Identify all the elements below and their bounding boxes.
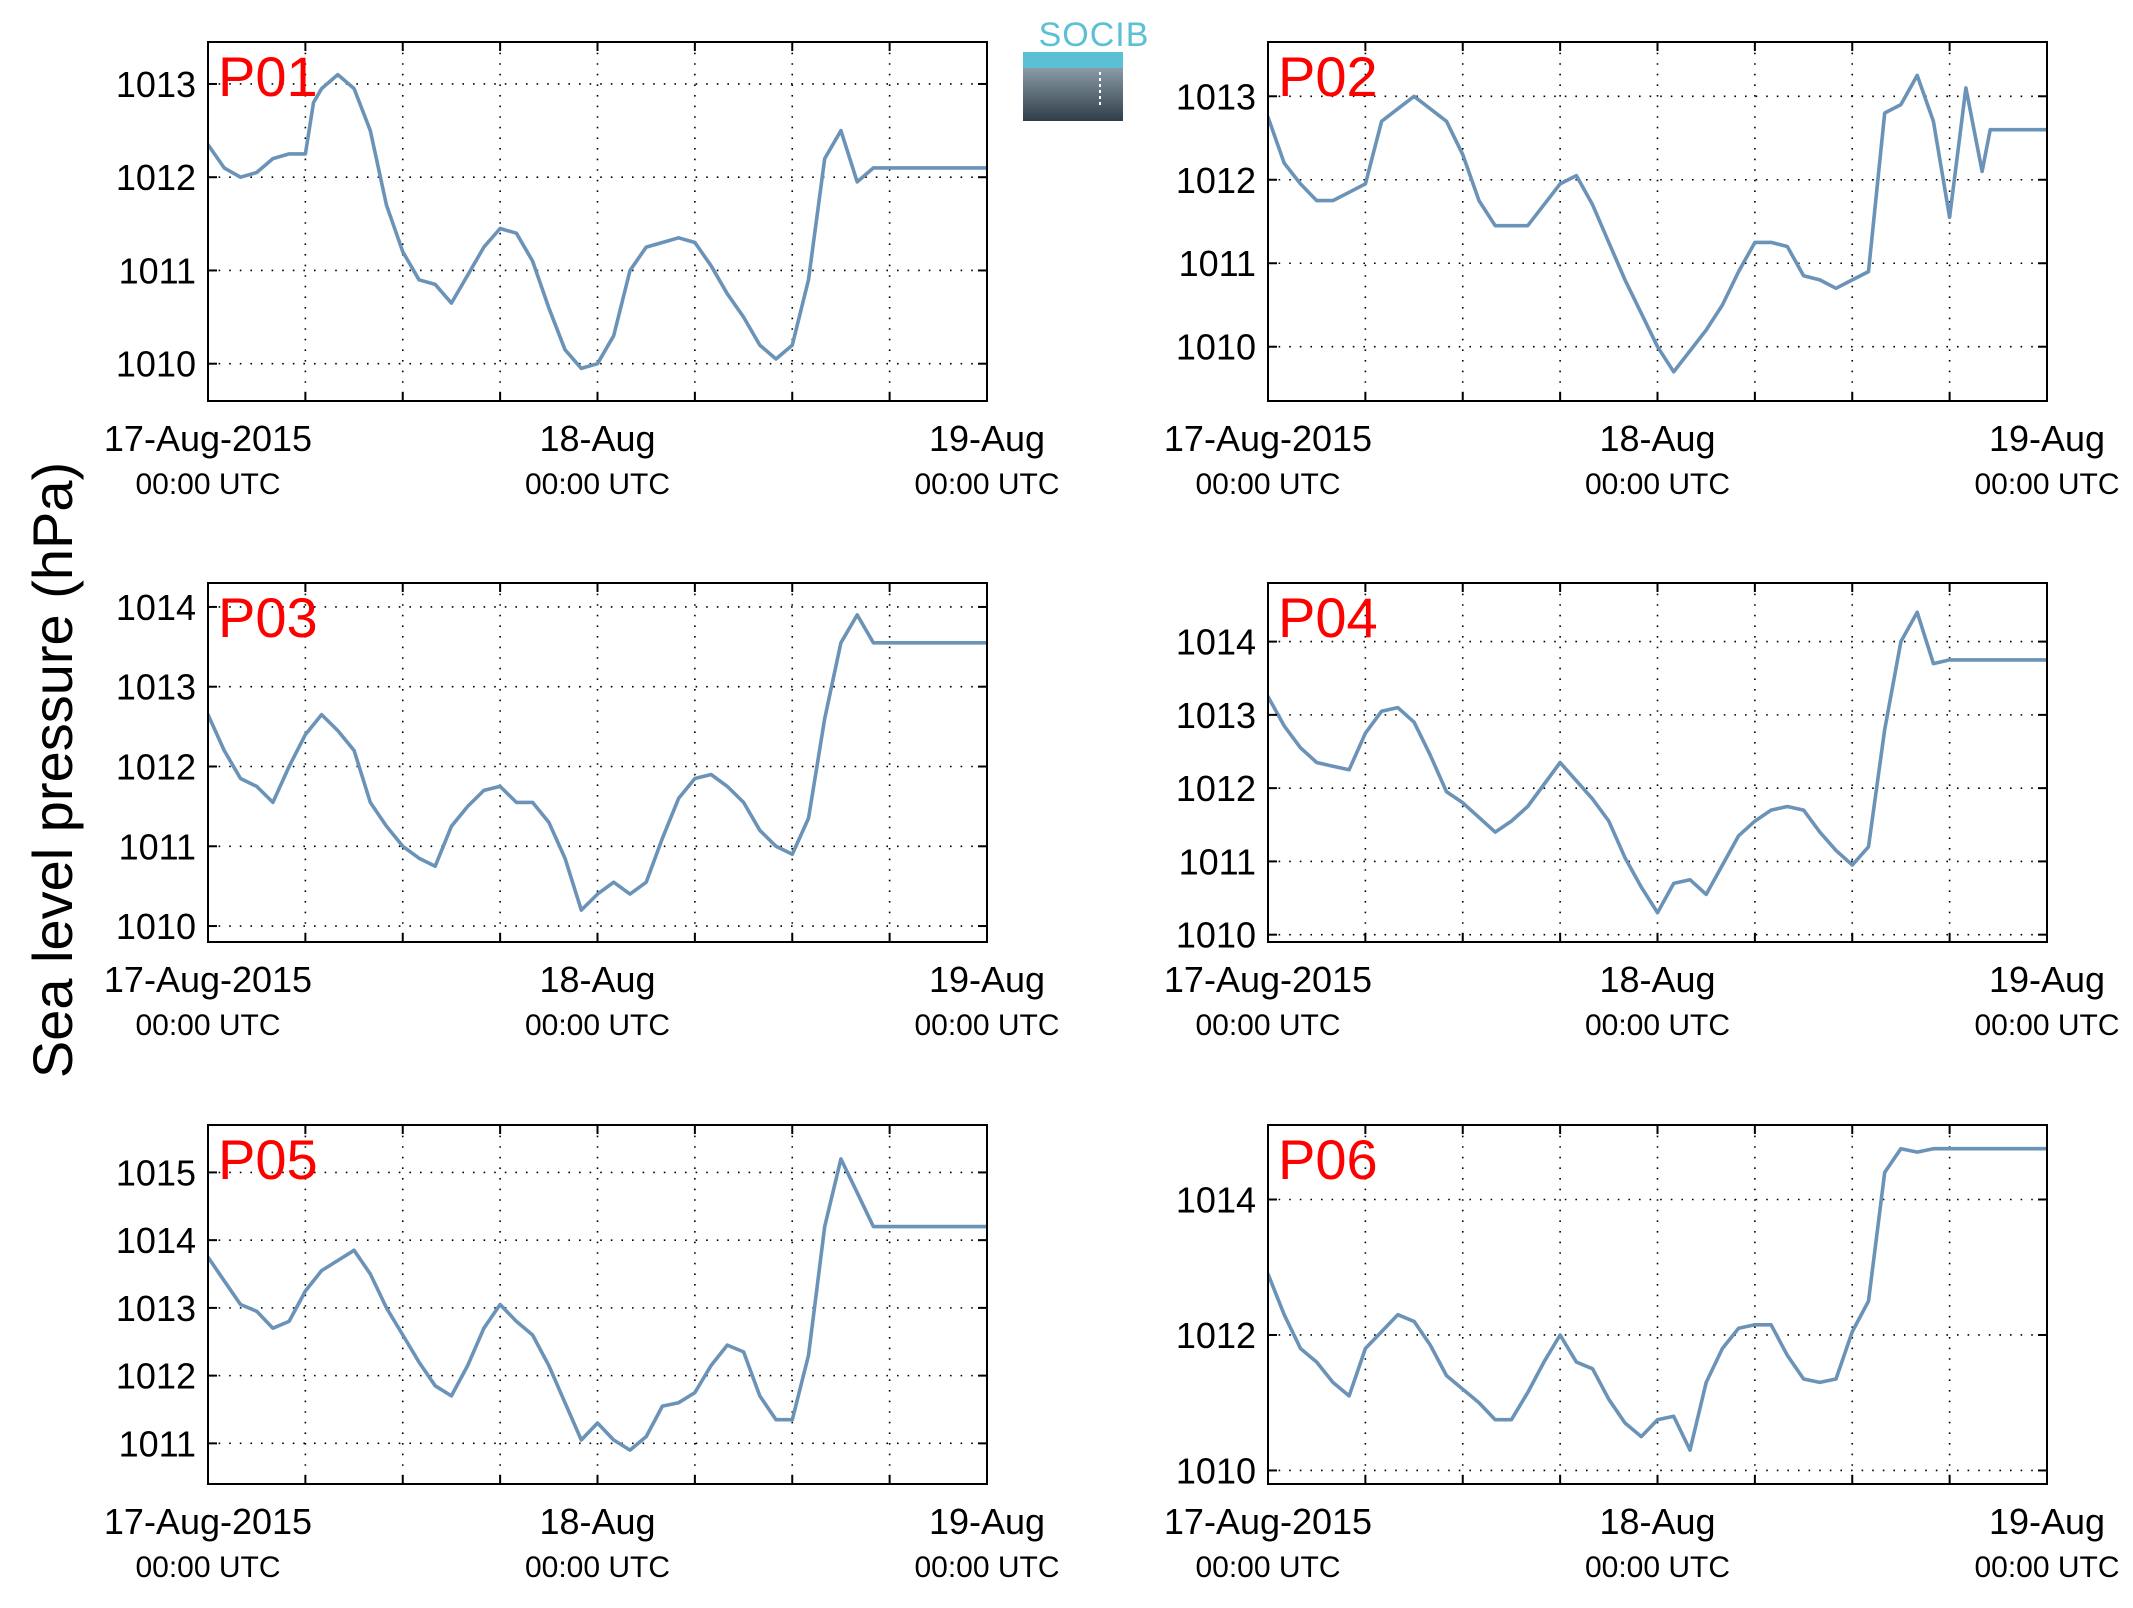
x-tick-sublabel: 00:00 UTC: [914, 1551, 1059, 1584]
x-tick-sublabel: 00:00 UTC: [1585, 468, 1730, 501]
x-tick-sublabel: 00:00 UTC: [1585, 1009, 1730, 1042]
x-tick-label: 19-Aug: [1989, 1501, 2105, 1542]
x-tick-sublabel: 00:00 UTC: [1974, 468, 2119, 501]
y-tick-label: 1013: [1176, 76, 1256, 117]
series-line-p02: [1268, 73, 2047, 374]
x-tick-sublabel: 00:00 UTC: [1195, 468, 1340, 501]
y-tick-label: 1010: [1176, 915, 1256, 956]
x-tick-label: 17-Aug-2015: [104, 1501, 312, 1542]
x-tick-sublabel: 00:00 UTC: [1195, 1009, 1340, 1042]
x-tick-sublabel: 00:00 UTC: [1585, 1551, 1730, 1584]
panel-p04: 1010 1011 1012 1013 1014 17-Aug-2015 00:00 UTC…: [1164, 582, 2120, 1042]
x-tick-label: 17-Aug-2015: [104, 959, 312, 1000]
x-tick-label: 17-Aug-2015: [1164, 418, 1372, 459]
y-tick-label: 1010: [1176, 327, 1256, 368]
x-tick-sublabel: 00:00 UTC: [525, 1551, 670, 1584]
x-tick-sublabel: 00:00 UTC: [1974, 1009, 2119, 1042]
y-tick-label: 1013: [116, 64, 196, 105]
x-tick-label: 17-Aug-2015: [104, 418, 312, 459]
y-tick-label: 1012: [1176, 768, 1256, 809]
y-tick-label: 1015: [116, 1152, 196, 1193]
y-tick-label: 1010: [116, 344, 196, 385]
x-tick-label: 19-Aug: [1989, 959, 2105, 1000]
socib-logo-block: [1023, 68, 1123, 121]
socib-logo: SOCIB: [1023, 16, 1150, 121]
y-tick-label: 1013: [116, 667, 196, 708]
y-tick-label: 1014: [1176, 622, 1256, 663]
x-tick-label: 18-Aug: [539, 1501, 655, 1542]
x-tick-sublabel: 00:00 UTC: [914, 468, 1059, 501]
series-line-p04: [1268, 610, 2047, 915]
x-tick-sublabel: 00:00 UTC: [914, 1009, 1059, 1042]
panel-label-p05: P05: [218, 1128, 318, 1191]
x-tick-sublabel: 00:00 UTC: [525, 468, 670, 501]
panel-label-p01: P01: [218, 45, 318, 108]
panel-label-p02: P02: [1278, 45, 1378, 108]
series-line-p01: [208, 72, 987, 371]
y-tick-label: 1011: [119, 1423, 196, 1464]
x-tick-sublabel: 00:00 UTC: [135, 1009, 280, 1042]
panel-p05: 1011 1012 1013 1014 1015 17-Aug-2015 00:00 UTC…: [104, 1124, 1060, 1584]
x-tick-label: 17-Aug-2015: [1164, 1501, 1372, 1542]
y-tick-label: 1014: [116, 1220, 196, 1261]
panel-label-p03: P03: [218, 586, 318, 649]
y-tick-label: 1012: [1176, 1315, 1256, 1356]
panel-p02: 1010 1011 1012 1013 17-Aug-2015 00:00 UTC 18-A…: [1164, 41, 2120, 501]
y-tick-label: 1013: [116, 1288, 196, 1329]
panel-p03: 1010 1011 1012 1013 1014 17-Aug-2015 00:00 UTC…: [104, 582, 1060, 1042]
x-tick-label: 18-Aug: [539, 418, 655, 459]
y-tick-label: 1012: [116, 157, 196, 198]
x-tick-label: 18-Aug: [1599, 418, 1715, 459]
y-tick-label: 1011: [1179, 841, 1256, 882]
series-line-p05: [208, 1157, 987, 1452]
x-tick-sublabel: 00:00 UTC: [1974, 1551, 2119, 1584]
x-tick-label: 19-Aug: [929, 418, 1045, 459]
panel-p06: 1010 1012 1014 17-Aug-2015 00:00 UTC 18-Aug 00…: [1164, 1124, 2120, 1584]
y-tick-label: 1010: [1176, 1450, 1256, 1491]
x-tick-label: 19-Aug: [929, 1501, 1045, 1542]
y-tick-label: 1012: [116, 1356, 196, 1397]
chart-panels: 1010 1011 1012 1013 17-Aug-2015 00:00 UTC 18-A…: [104, 41, 2120, 1584]
socib-logo-text: SOCIB: [1039, 16, 1150, 54]
x-tick-label: 18-Aug: [539, 959, 655, 1000]
panel-label-p04: P04: [1278, 586, 1378, 649]
y-tick-label: 1014: [116, 587, 196, 628]
x-tick-label: 18-Aug: [1599, 959, 1715, 1000]
panel-p01: 1010 1011 1012 1013 17-Aug-2015 00:00 UTC 18-A…: [104, 41, 1060, 501]
y-tick-label: 1012: [1176, 160, 1256, 201]
x-tick-sublabel: 00:00 UTC: [135, 1551, 280, 1584]
x-tick-sublabel: 00:00 UTC: [135, 468, 280, 501]
x-tick-sublabel: 00:00 UTC: [525, 1009, 670, 1042]
y-tick-label: 1011: [119, 826, 196, 867]
x-tick-label: 18-Aug: [1599, 1501, 1715, 1542]
series-line-p03: [208, 613, 987, 912]
socib-logo-cap: [1023, 52, 1123, 68]
y-tick-label: 1010: [116, 906, 196, 947]
y-tick-label: 1012: [116, 746, 196, 787]
y-tick-label: 1013: [1176, 695, 1256, 736]
y-tick-label: 1014: [1176, 1180, 1256, 1221]
y-tick-label: 1011: [119, 250, 196, 291]
series-line-p06: [1268, 1146, 2047, 1452]
y-tick-label: 1011: [1179, 243, 1256, 284]
x-tick-label: 19-Aug: [929, 959, 1045, 1000]
panel-label-p06: P06: [1278, 1128, 1378, 1191]
x-tick-label: 19-Aug: [1989, 418, 2105, 459]
x-tick-label: 17-Aug-2015: [1164, 959, 1372, 1000]
y-axis-label: Sea level pressure (hPa): [21, 462, 84, 1078]
x-tick-sublabel: 00:00 UTC: [1195, 1551, 1340, 1584]
